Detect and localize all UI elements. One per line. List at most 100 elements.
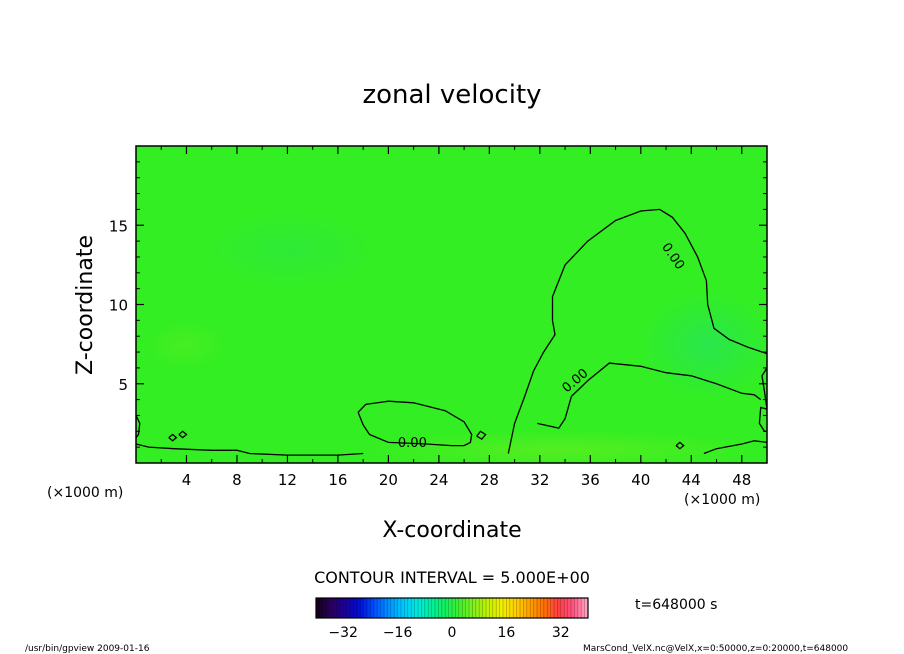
footer-right: MarsCond_VelX.nc@VelX,x=0:50000,z=0:2000… — [583, 644, 848, 654]
contour-lines — [136, 208, 767, 456]
colorbar-stripe — [445, 598, 449, 618]
colorbar-stripe — [394, 598, 398, 618]
colorbar-stripe — [564, 598, 568, 618]
colorbar-stripe — [533, 598, 538, 618]
colorbar-stripe — [513, 598, 517, 618]
colorbar-stripe — [339, 598, 344, 618]
colorbar-stripe — [543, 598, 548, 618]
colorbar-stripe — [428, 598, 432, 618]
colorbar-stripe — [526, 598, 531, 618]
contour-line — [476, 430, 487, 441]
colorbar-stripe — [438, 598, 443, 618]
colorbar-stripe — [316, 598, 320, 618]
colorbar-stripe — [431, 598, 436, 618]
colorbar-stripe — [452, 598, 456, 618]
time-text: t=648000 s — [635, 597, 717, 613]
contour-interval-text: CONTOUR INTERVAL = 5.000E+00 — [314, 568, 590, 587]
colorbar-tick-label: 32 — [552, 625, 570, 641]
colorbar-stripe — [577, 598, 582, 618]
contour-line — [675, 441, 685, 450]
colorbar-stripe — [356, 598, 361, 618]
y-tick-label: 5 — [118, 376, 128, 394]
colorbar-stripe — [523, 598, 528, 618]
colorbar-stripe — [560, 598, 565, 618]
contour-line — [178, 430, 188, 439]
colorbar-tick-label: 16 — [497, 625, 515, 641]
colorbar-stripe — [319, 598, 324, 618]
y-axis-label: Z-coordinate — [73, 235, 98, 375]
colorbar-frame — [315, 597, 589, 619]
shading — [145, 210, 767, 463]
colorbar-stripe — [571, 598, 575, 618]
x-axis-ticks: 4 8 12 16 20 24 28 32 36 40 44 48 — [160, 146, 751, 489]
colorbar-stripe — [336, 598, 341, 618]
x-axis-label: X-coordinate — [382, 518, 521, 543]
colorbar-stripe — [407, 598, 412, 618]
x-tick-label: 36 — [581, 471, 600, 489]
contour-line — [136, 443, 364, 456]
colorbar-stripe — [377, 598, 381, 618]
colorbar-stripe — [482, 598, 487, 618]
colorbar-stripe — [333, 598, 337, 618]
contour-label: 0.00 — [398, 436, 427, 451]
colorbar-stripe — [387, 598, 392, 618]
chart-title: zonal velocity — [362, 80, 541, 110]
colorbar-stripe — [472, 598, 477, 618]
colorbar-stripe — [574, 598, 579, 618]
contour-line — [703, 440, 767, 455]
colorbar-stripe — [547, 598, 551, 618]
footer-left: /usr/bin/gpview 2009-01-16 — [25, 644, 150, 654]
colorbar-stripe — [520, 598, 524, 618]
x-tick-label: 44 — [682, 471, 701, 489]
colorbar-stripe — [421, 598, 426, 618]
y-axis-ticks: 5 10 15 — [109, 161, 767, 448]
colorbar-stripe — [581, 598, 585, 618]
colorbar-stripe — [424, 598, 429, 618]
y-tick-label: 15 — [109, 217, 128, 235]
x-tick-label: 28 — [480, 471, 499, 489]
colorbar-stripe — [499, 598, 504, 618]
shading-yellow-region — [360, 430, 760, 463]
colorbar-stripe — [554, 598, 558, 618]
x-tick-label: 48 — [732, 471, 751, 489]
x-tick-label: 4 — [182, 471, 192, 489]
colorbar-tick-label: −32 — [328, 625, 358, 641]
colorbar-stripe — [506, 598, 511, 618]
colorbar-stripe — [530, 598, 534, 618]
shading-blue-region — [638, 290, 767, 400]
colorbar-stripe — [350, 598, 354, 618]
contour-line — [537, 396, 573, 429]
colorbar-stripe — [479, 598, 483, 618]
colorbar-stripe — [455, 598, 460, 618]
colorbar-stripe — [550, 598, 555, 618]
x-tick-label: 12 — [278, 471, 297, 489]
colorbar-stripe — [384, 598, 388, 618]
colorbar-stripe — [475, 598, 480, 618]
colorbar-stripe — [363, 598, 368, 618]
x-tick-label: 16 — [328, 471, 347, 489]
x-tick-label: 40 — [631, 471, 650, 489]
colorbar-stripe — [390, 598, 395, 618]
colorbar-stripe — [326, 598, 330, 618]
colorbar-stripe — [370, 598, 375, 618]
colorbar-stripe — [411, 598, 415, 618]
colorbar-stripe — [537, 598, 541, 618]
colorbar-stripe — [346, 598, 351, 618]
x-unit-label-right: (×1000 m) — [684, 492, 760, 508]
colorbar-stripe — [448, 598, 453, 618]
colorbar-stripe — [516, 598, 521, 618]
colorbar-stripe — [489, 598, 494, 618]
colorbar-stripe — [458, 598, 463, 618]
colorbar-stripe — [380, 598, 385, 618]
colorbar-stripe — [584, 598, 589, 618]
contour-line — [507, 208, 767, 454]
contour-line — [570, 362, 762, 401]
x-tick-label: 8 — [232, 471, 242, 489]
colorbar-stripe — [486, 598, 490, 618]
contour-line — [168, 433, 178, 442]
contour-line — [136, 415, 141, 439]
colorbar-stripe — [373, 598, 378, 618]
colorbar-stripe — [329, 598, 334, 618]
contour-line — [357, 400, 473, 447]
